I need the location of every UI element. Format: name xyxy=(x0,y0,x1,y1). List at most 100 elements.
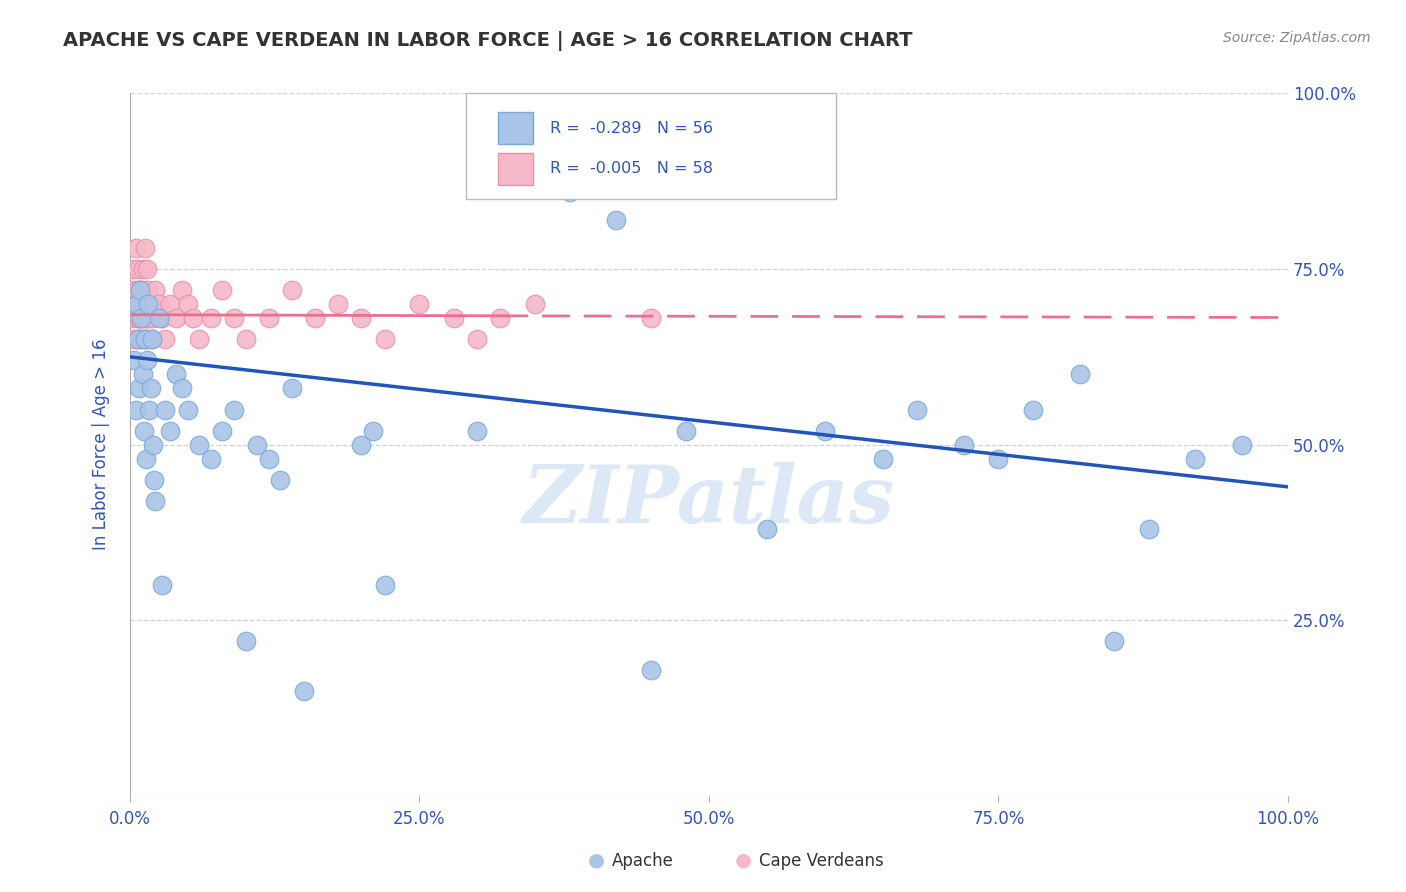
Point xyxy=(127,332,149,346)
Point xyxy=(159,424,181,438)
Point xyxy=(176,297,198,311)
Point xyxy=(640,311,662,326)
Bar xyxy=(498,153,533,185)
Point xyxy=(292,683,315,698)
Point xyxy=(465,332,488,346)
Point xyxy=(281,382,304,396)
Point xyxy=(222,402,245,417)
Point xyxy=(143,494,166,508)
Point xyxy=(135,451,157,466)
Point xyxy=(281,283,304,297)
Point xyxy=(246,438,269,452)
Point xyxy=(489,311,512,326)
Point xyxy=(143,473,166,487)
Point xyxy=(814,424,837,438)
Point xyxy=(136,311,159,326)
Point xyxy=(121,311,143,326)
Point xyxy=(905,402,928,417)
Point xyxy=(165,311,187,326)
Point xyxy=(640,663,662,677)
Point xyxy=(257,451,280,466)
Bar xyxy=(498,112,533,144)
Point xyxy=(134,332,156,346)
Text: Cape Verdeans: Cape Verdeans xyxy=(759,852,884,870)
Text: ●: ● xyxy=(735,851,752,870)
Point xyxy=(124,353,146,368)
Point xyxy=(128,382,150,396)
Point xyxy=(132,424,155,438)
Point xyxy=(235,332,257,346)
Point xyxy=(153,402,176,417)
Point xyxy=(304,311,326,326)
Point xyxy=(125,283,148,297)
Point xyxy=(465,424,488,438)
Point xyxy=(131,262,153,277)
Point xyxy=(675,424,697,438)
Point xyxy=(128,297,150,311)
Point xyxy=(235,634,257,648)
Text: R =  -0.289   N = 56: R = -0.289 N = 56 xyxy=(550,120,713,136)
Point xyxy=(122,262,145,277)
Point xyxy=(134,283,156,297)
Point xyxy=(131,311,153,326)
Point xyxy=(143,283,166,297)
Point xyxy=(134,241,156,255)
Point xyxy=(136,297,159,311)
Point xyxy=(605,212,627,227)
Point xyxy=(257,311,280,326)
Point xyxy=(170,382,193,396)
Point xyxy=(183,311,205,326)
Point xyxy=(188,332,211,346)
Point xyxy=(150,578,173,592)
Point xyxy=(987,451,1010,466)
Point xyxy=(136,353,159,368)
Point xyxy=(1104,634,1126,648)
Point xyxy=(141,332,163,346)
Text: ZIPatlas: ZIPatlas xyxy=(523,462,896,540)
Text: R =  -0.005   N = 58: R = -0.005 N = 58 xyxy=(550,161,713,177)
FancyBboxPatch shape xyxy=(465,94,837,199)
Point xyxy=(131,311,153,326)
Point xyxy=(127,332,149,346)
Point xyxy=(139,297,162,311)
Point xyxy=(558,185,581,199)
Point xyxy=(159,297,181,311)
Point xyxy=(142,438,165,452)
Point xyxy=(222,311,245,326)
Point xyxy=(200,311,222,326)
Point xyxy=(408,297,430,311)
Point xyxy=(125,297,148,311)
Point xyxy=(127,262,149,277)
Point xyxy=(138,402,160,417)
Point xyxy=(443,311,465,326)
Text: APACHE VS CAPE VERDEAN IN LABOR FORCE | AGE > 16 CORRELATION CHART: APACHE VS CAPE VERDEAN IN LABOR FORCE | … xyxy=(63,31,912,51)
Point xyxy=(374,578,396,592)
Point xyxy=(148,297,170,311)
Point xyxy=(153,332,176,346)
Point xyxy=(142,311,165,326)
Point xyxy=(128,311,150,326)
Point xyxy=(1022,402,1045,417)
Point xyxy=(269,473,291,487)
Point xyxy=(135,311,157,326)
Point xyxy=(129,332,152,346)
Point xyxy=(120,283,142,297)
Point xyxy=(524,297,547,311)
Point xyxy=(211,424,233,438)
Point xyxy=(138,311,160,326)
Point xyxy=(211,283,233,297)
Text: ●: ● xyxy=(588,851,605,870)
Point xyxy=(129,283,152,297)
Point xyxy=(135,332,157,346)
Point xyxy=(952,438,974,452)
Point xyxy=(131,283,153,297)
Point xyxy=(136,297,159,311)
Point xyxy=(200,451,222,466)
Y-axis label: In Labor Force | Age > 16: In Labor Force | Age > 16 xyxy=(93,339,110,550)
Point xyxy=(872,451,894,466)
Point xyxy=(124,402,146,417)
Point xyxy=(170,283,193,297)
Point xyxy=(150,311,173,326)
Point xyxy=(374,332,396,346)
Point xyxy=(328,297,350,311)
